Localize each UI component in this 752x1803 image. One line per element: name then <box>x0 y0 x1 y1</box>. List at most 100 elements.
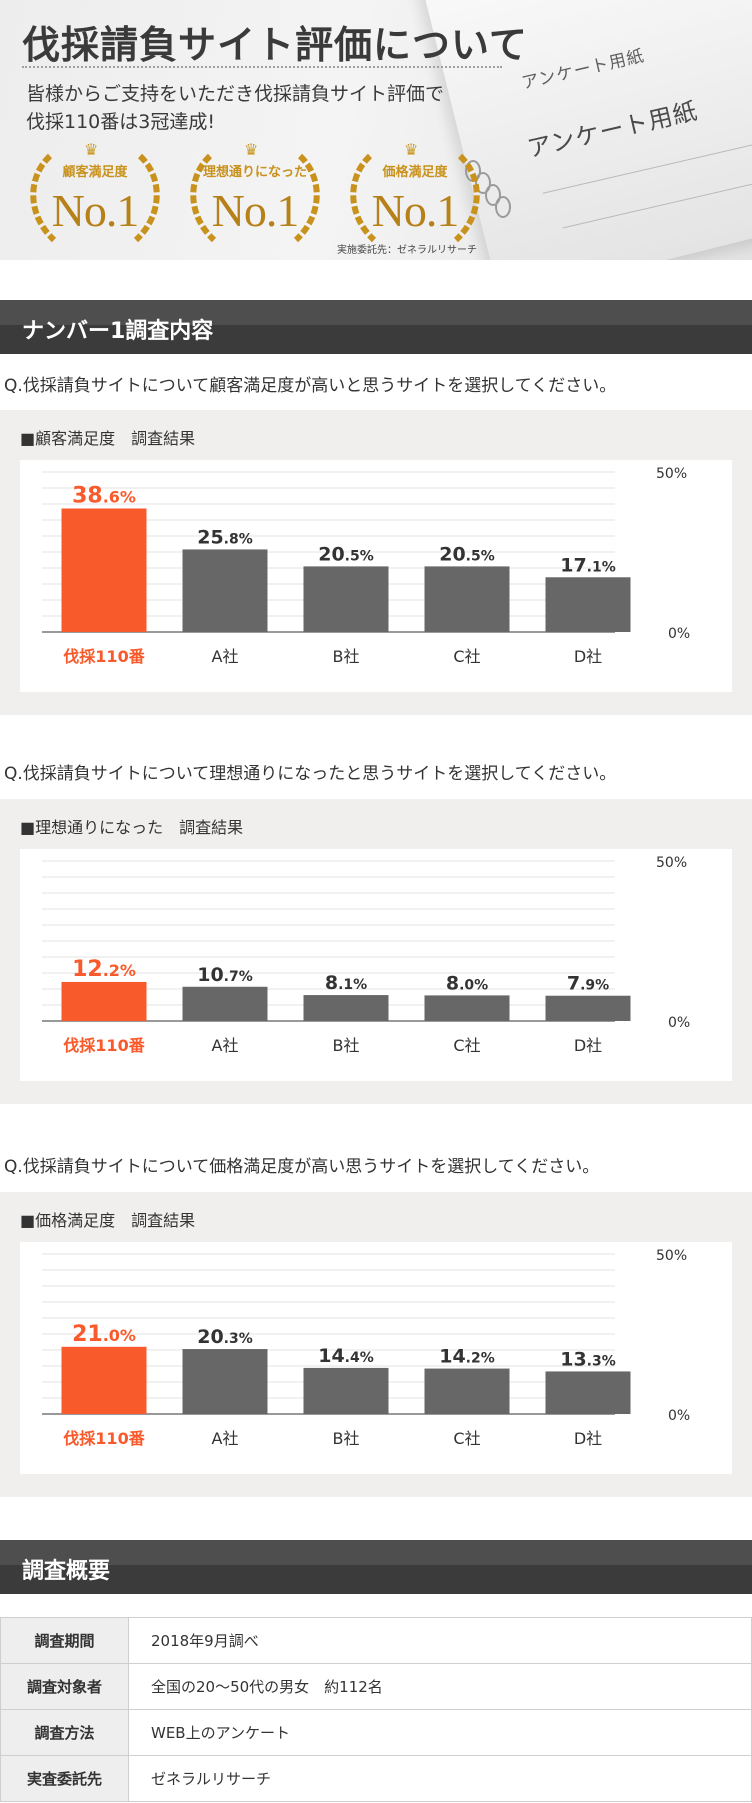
data-label: 17.1% <box>560 554 616 576</box>
chart-panel-title: ■価格満足度 調査結果 <box>20 1211 196 1230</box>
category-label: D社 <box>574 647 602 666</box>
award-rank: No.1 <box>371 185 460 236</box>
chart-panel-3: ■価格満足度 調査結果 50% 0% 21.0% 伐採110番 20.3% A社 14.4%… <box>0 1192 752 1497</box>
crown-icon: ♛ <box>84 140 99 159</box>
data-label: 12.2% <box>72 957 136 982</box>
hero-lead-line2: 伐採110番は3冠達成! <box>26 111 215 133</box>
data-label: 21.0% <box>72 1322 136 1347</box>
category-label: D社 <box>574 1036 602 1055</box>
y-tick-label: 50% <box>656 855 687 871</box>
table-value: 全国の20～50代の男女 約112名 <box>128 1663 752 1710</box>
category-label: 伐採110番 <box>63 1036 145 1055</box>
bar <box>182 1349 268 1414</box>
category-label: C社 <box>453 1036 480 1055</box>
category-label: A社 <box>212 647 239 666</box>
survey-question-1: Q.伐採請負サイトについて顧客満足度が高いと思うサイトを選択してください。 <box>4 376 617 396</box>
laurel-wreath-icon <box>30 153 160 243</box>
data-label: 20.5% <box>439 543 495 565</box>
table-key: 調査対象者 <box>0 1663 129 1710</box>
award-label: 顧客満足度 <box>62 165 128 180</box>
data-label: 20.5% <box>318 543 374 565</box>
category-label: 伐採110番 <box>63 647 145 666</box>
y-tick-label: 50% <box>656 1248 687 1264</box>
bar <box>61 508 147 632</box>
award-label: 理想通りになった <box>202 165 307 180</box>
section-header-no1-survey: ナンバー1調査内容 <box>0 300 752 354</box>
y-tick-label: 50% <box>656 466 687 482</box>
bar <box>61 1346 147 1414</box>
data-label: 14.2% <box>439 1346 495 1368</box>
survey-question-2: Q.伐採請負サイトについて理想通りになったと思うサイトを選択してください。 <box>4 764 617 784</box>
data-label: 38.6% <box>72 483 136 508</box>
table-key: 調査方法 <box>0 1709 129 1756</box>
crown-icon: ♛ <box>244 140 259 159</box>
award-rank: No.1 <box>211 185 300 236</box>
bar <box>424 1368 510 1414</box>
bar <box>545 995 631 1021</box>
category-label: A社 <box>212 1429 239 1448</box>
category-label: A社 <box>212 1036 239 1055</box>
table-value: WEB上のアンケート <box>128 1709 752 1756</box>
laurel-wreath-icon <box>190 153 320 243</box>
hero-lead: 皆様からご支持をいただき伐採請負サイト評価で 伐採110番は3冠達成! <box>26 80 444 136</box>
section-title: 調査概要 <box>22 1559 111 1584</box>
survey-question-3: Q.伐採請負サイトについて価格満足度が高い思うサイトを選択してください。 <box>4 1157 600 1177</box>
award-ideal-result: ♛ 理想通りになった No.1 <box>180 140 330 250</box>
dotted-divider <box>22 66 502 68</box>
category-label: B社 <box>333 647 360 666</box>
y-tick-label: 0% <box>668 626 690 642</box>
bar <box>61 981 147 1021</box>
award-price-satisfaction: ♛ 価格満足度 No.1 <box>340 140 490 250</box>
chart-panel-title: ■理想通りになった 調査結果 <box>20 818 244 837</box>
section-title: ナンバー1調査内容 <box>22 319 214 344</box>
award-label: 価格満足度 <box>382 165 448 180</box>
table-row: 実査委託先 ゼネラルリサーチ <box>0 1755 752 1802</box>
data-label: 10.7% <box>197 964 253 986</box>
table-value: 2018年9月調べ <box>128 1617 752 1664</box>
chart-panel-2: ■理想通りになった 調査結果 50% 0% 12.2% 伐採110番 10.7% A社 8.… <box>0 799 752 1104</box>
data-label: 25.8% <box>197 526 253 548</box>
bar-chart-price-satisfaction: 50% 0% 21.0% 伐採110番 20.3% A社 14.4% B社 14.2% C社 13.… <box>42 1248 690 1448</box>
category-label: B社 <box>333 1036 360 1055</box>
hero-banner: アンケート用紙 アンケート用紙 伐採請負サイト評価について 皆様からご支持をいた… <box>0 0 752 260</box>
award-rank: No.1 <box>51 185 140 236</box>
table-row: 調査方法 WEB上のアンケート <box>0 1709 752 1756</box>
hero-credit: 実施委託先：ゼネラルリサーチ <box>337 245 477 256</box>
category-label: D社 <box>574 1429 602 1448</box>
hero-lead-line1: 皆様からご支持をいただき伐採請負サイト評価で <box>26 83 445 105</box>
category-label: C社 <box>453 1429 480 1448</box>
chart-area: 50% 0% 38.6% 伐採110番 25.8% A社 20.5% B社 20.5% C社 17.… <box>20 460 732 692</box>
table-key: 実査委託先 <box>0 1755 129 1802</box>
survey-overview-table: 調査期間 2018年9月調べ 調査対象者 全国の20～50代の男女 約112名 … <box>0 1617 752 1802</box>
bar <box>424 566 510 632</box>
chart-area: 50% 0% 21.0% 伐採110番 20.3% A社 14.4% B社 14.2% C社 13.… <box>20 1242 732 1474</box>
data-label: 13.3% <box>560 1348 616 1370</box>
chart-panel-title: ■顧客満足度 調査結果 <box>20 429 196 448</box>
table-row: 調査対象者 全国の20～50代の男女 約112名 <box>0 1663 752 1710</box>
data-label: 20.3% <box>197 1326 253 1348</box>
bar <box>303 566 389 632</box>
award-customer-satisfaction: ♛ 顧客満足度 No.1 <box>20 140 170 250</box>
bar-chart-customer-satisfaction: 50% 0% 38.6% 伐採110番 25.8% A社 20.5% B社 20.5% C社 17.… <box>42 466 690 666</box>
hero-title: 伐採請負サイト評価について <box>22 23 528 67</box>
category-label: C社 <box>453 647 480 666</box>
table-key: 調査期間 <box>0 1617 129 1664</box>
category-label: B社 <box>333 1429 360 1448</box>
data-label: 8.0% <box>446 972 488 994</box>
crown-icon: ♛ <box>404 140 419 159</box>
bar <box>424 995 510 1021</box>
section-header-survey-overview: 調査概要 <box>0 1540 752 1594</box>
bar <box>303 995 389 1021</box>
bar-chart-ideal-result: 50% 0% 12.2% 伐採110番 10.7% A社 8.1% B社 8.0% C社 7.9% D… <box>42 855 690 1055</box>
bar <box>303 1367 389 1414</box>
table-value: ゼネラルリサーチ <box>128 1755 752 1802</box>
bar <box>545 577 631 632</box>
y-tick-label: 0% <box>668 1015 690 1031</box>
laurel-wreath-icon <box>350 153 480 243</box>
bar <box>545 1371 631 1414</box>
bar <box>182 986 268 1021</box>
bar <box>182 549 268 632</box>
category-label: 伐採110番 <box>63 1429 145 1448</box>
chart-panel-1: ■顧客満足度 調査結果 50% 0% 38.6% 伐採110番 25.8% A社 20.5%… <box>0 410 752 715</box>
